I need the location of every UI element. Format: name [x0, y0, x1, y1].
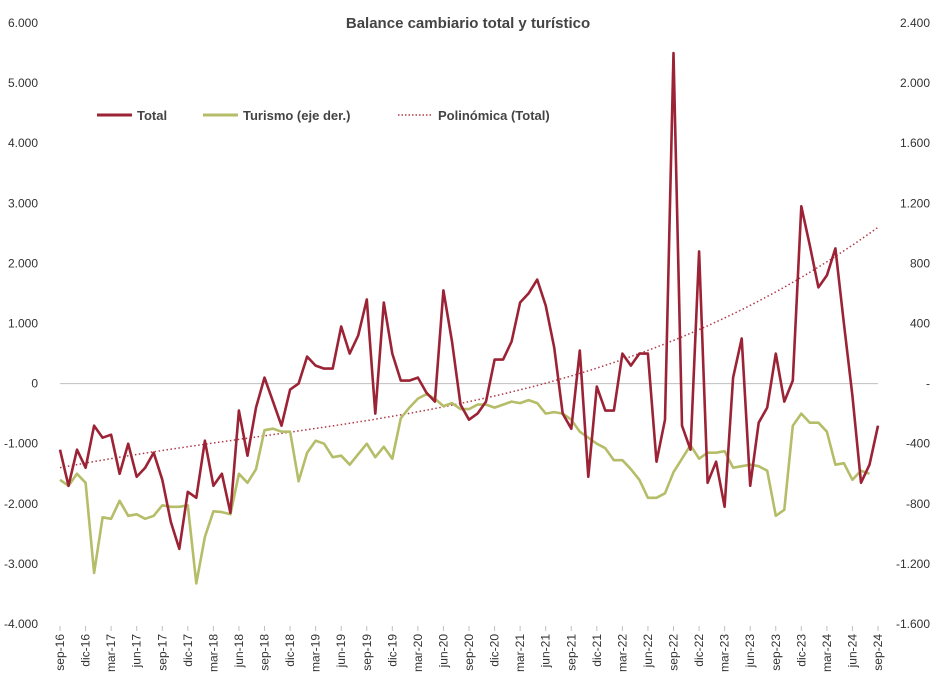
x-tick-label: mar-18	[206, 634, 220, 672]
right-tick-label: 400	[910, 317, 930, 331]
legend: Total Turismo (eje der.) Polinómica (Tot…	[97, 108, 550, 123]
right-tick-label: 2.400	[900, 16, 930, 30]
x-tick-label: mar-22	[615, 634, 629, 672]
x-tick-label: mar-19	[309, 634, 323, 672]
series-line-total	[58, 51, 880, 551]
x-tick-label: dic-23	[794, 634, 808, 667]
legend-label-trend: Polinómica (Total)	[438, 108, 550, 123]
x-tick-label: mar-24	[820, 634, 834, 672]
x-tick-label: sep-21	[564, 634, 578, 671]
x-tick-label: jun-21	[539, 634, 553, 669]
x-tick-label: jun-22	[641, 634, 655, 669]
x-tick-label: sep-18	[258, 634, 272, 671]
left-tick-label: 5.000	[8, 76, 38, 90]
left-tick-label: -2.000	[4, 497, 38, 511]
x-tick-label: mar-17	[104, 634, 118, 672]
x-tick-label: sep-23	[769, 634, 783, 671]
x-tick-label: mar-23	[718, 634, 732, 672]
right-tick-label: -800	[906, 497, 930, 511]
legend-label-turismo: Turismo (eje der.)	[243, 108, 350, 123]
x-tick-label: sep-17	[155, 634, 169, 671]
left-tick-label: -3.000	[4, 557, 38, 571]
left-tick-label: -4.000	[4, 617, 38, 631]
x-tick-label: dic-20	[488, 634, 502, 667]
x-tick-label: jun-23	[743, 634, 757, 669]
left-tick-label: 0	[31, 377, 38, 391]
right-tick-label: -1.600	[896, 617, 930, 631]
x-tick-label: jun-19	[334, 634, 348, 669]
x-tick-label: dic-19	[385, 634, 399, 667]
left-tick-label: -1.000	[4, 437, 38, 451]
right-tick-label: -400	[906, 437, 930, 451]
series-line-polinomica	[59, 226, 879, 469]
x-axis: sep-16 dic-16 mar-17 jun-17 sep-17 dic-17 mar-…	[53, 383, 885, 672]
x-tick-label: sep-16	[53, 634, 67, 671]
left-tick-label: 1.000	[8, 317, 38, 331]
x-tick-label: mar-21	[513, 634, 527, 672]
left-tick-label: 2.000	[8, 256, 38, 270]
left-tick-label: 6.000	[8, 16, 38, 30]
right-tick-label: 2.000	[900, 76, 930, 90]
right-y-axis: 2.400 2.000 1.600 1.200 800 400 - -400 -800 -1.20…	[896, 16, 930, 631]
legend-label-total: Total	[137, 108, 167, 123]
x-tick-label: jun-17	[130, 634, 144, 669]
x-tick-label: dic-18	[283, 634, 297, 667]
x-tick-label: sep-24	[871, 634, 885, 671]
x-tick-label: mar-20	[411, 634, 425, 672]
x-tick-label: dic-17	[181, 634, 195, 667]
x-tick-label: dic-22	[692, 634, 706, 667]
x-tick-label: jun-18	[232, 634, 246, 669]
x-tick-label: sep-22	[667, 634, 681, 671]
left-tick-label: 4.000	[8, 136, 38, 150]
x-tick-label: jun-20	[436, 634, 450, 669]
right-tick-label: 800	[910, 256, 930, 270]
x-tick-label: dic-16	[79, 634, 93, 667]
left-tick-label: 3.000	[8, 196, 38, 210]
right-tick-label: 1.600	[900, 136, 930, 150]
right-tick-label: -1.200	[896, 557, 930, 571]
right-tick-label: -	[926, 377, 930, 391]
x-tick-label: jun-24	[845, 634, 859, 669]
x-tick-label: sep-20	[462, 634, 476, 671]
left-y-axis: 6.000 5.000 4.000 3.000 2.000 1.000 0 -1.000 -2.…	[4, 16, 38, 631]
series-line-turismo	[59, 392, 870, 585]
x-tick-label: sep-19	[360, 634, 374, 671]
chart-title: Balance cambiario total y turístico	[346, 15, 590, 32]
series-layer	[58, 51, 880, 585]
x-tick-label: dic-21	[590, 634, 604, 667]
right-tick-label: 1.200	[900, 196, 930, 210]
